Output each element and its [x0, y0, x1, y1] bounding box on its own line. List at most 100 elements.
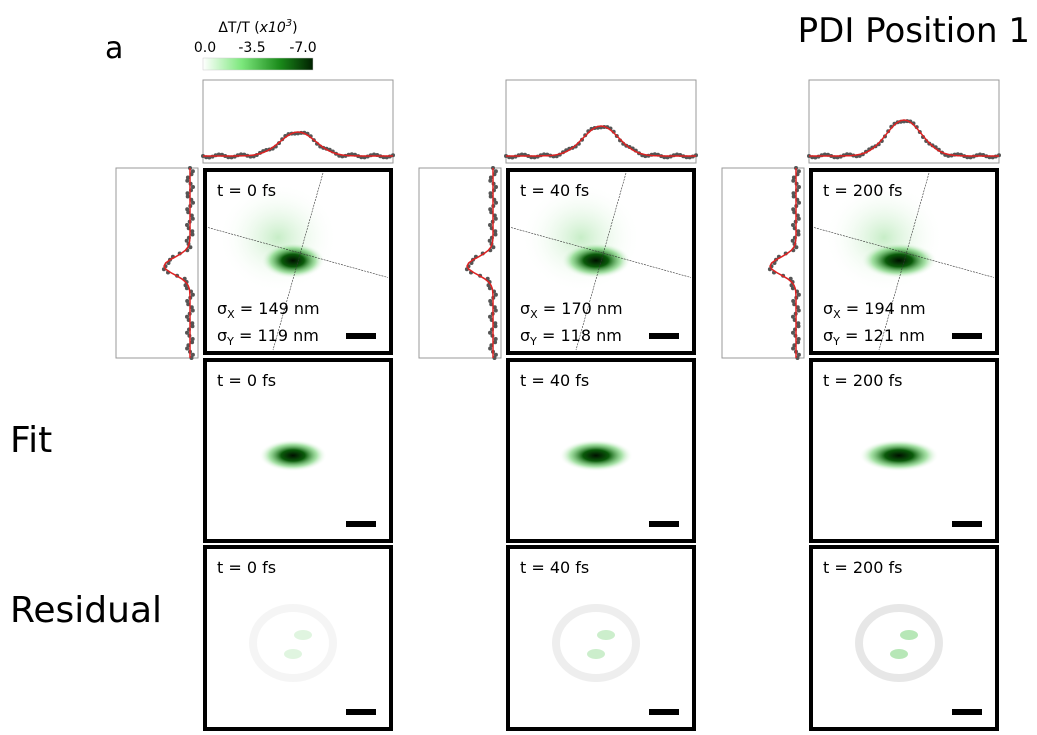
- profile-point: [185, 175, 190, 180]
- sigma-text: = 119 nm: [234, 326, 319, 345]
- time-label: t = 40 fs: [520, 181, 589, 200]
- profile-point: [791, 191, 796, 196]
- profile-point: [190, 216, 195, 221]
- profile-point: [791, 178, 796, 183]
- image-blob: [561, 242, 631, 279]
- scale-bar: [952, 521, 982, 527]
- profile-point: [189, 213, 194, 218]
- scale-bar: [952, 333, 982, 339]
- figure-title: PDI Position 1: [798, 11, 1030, 51]
- sigma-symbol: σ: [520, 326, 530, 345]
- profile-point: [493, 352, 498, 357]
- profile-point: [191, 200, 195, 205]
- profile-point: [796, 292, 801, 297]
- profile-point: [791, 175, 796, 180]
- row-label: Residual: [10, 590, 162, 631]
- profile-point: [796, 308, 801, 313]
- colorbar-tick-label: -7.0: [289, 40, 316, 56]
- profile-point: [493, 324, 498, 329]
- profile-point: [796, 324, 801, 329]
- profile-point: [492, 305, 497, 310]
- profile-frame: [721, 167, 805, 359]
- profile-point: [184, 238, 189, 243]
- residual-spot: [900, 630, 918, 640]
- colorbar-label-sup: 3: [286, 18, 292, 29]
- profile-point: [791, 299, 796, 303]
- scale-bar: [649, 333, 679, 339]
- profile-point: [491, 245, 496, 250]
- cut-line: [272, 172, 324, 351]
- profile-point: [190, 324, 195, 329]
- profile-fit: [466, 168, 494, 358]
- profile-point: [796, 352, 801, 357]
- row-label: Fit: [10, 420, 52, 461]
- profile-point: [493, 292, 498, 297]
- sigma-text: = 121 nm: [840, 326, 925, 345]
- profile-frame: [202, 79, 394, 164]
- colorbar-label-end: ): [292, 20, 297, 36]
- time-label: t = 200 fs: [823, 558, 902, 577]
- profile-point: [796, 169, 801, 174]
- sigma-sub: X: [833, 308, 841, 321]
- sigma-text: = 118 nm: [537, 326, 622, 345]
- profile-point: [185, 191, 190, 196]
- sigma-label: σY = 119 nm: [217, 326, 319, 348]
- profile-point: [488, 175, 493, 180]
- profile-point: [489, 302, 494, 307]
- residual-spot: [284, 649, 302, 659]
- profile-point: [487, 286, 492, 291]
- profile-point: [190, 229, 195, 234]
- image-panel: [809, 545, 999, 731]
- profile-point: [791, 330, 795, 335]
- scale-bar: [649, 521, 679, 527]
- profile-point: [790, 286, 795, 291]
- profile-point: [792, 210, 797, 215]
- sigma-text: = 194 nm: [841, 299, 926, 318]
- cut-line: [207, 227, 389, 278]
- profile-point: [488, 346, 493, 351]
- profile-point: [190, 232, 195, 237]
- profile-point: [185, 178, 190, 183]
- profile-point: [493, 229, 498, 234]
- residual-spot: [890, 649, 908, 659]
- profile-frame: [418, 167, 502, 359]
- profile-point: [493, 232, 498, 237]
- profile-point: [185, 194, 190, 199]
- sigma-symbol: σ: [823, 299, 833, 318]
- profile-point: [185, 314, 189, 319]
- profile-point: [796, 216, 801, 221]
- time-label: t = 200 fs: [823, 371, 902, 390]
- profile-point: [791, 346, 796, 351]
- time-label: t = 0 fs: [217, 181, 276, 200]
- sigma-label: σY = 121 nm: [823, 326, 925, 348]
- profile-point: [190, 308, 195, 313]
- image-blob: [559, 439, 633, 472]
- profile-point: [189, 305, 194, 310]
- profile-point: [791, 194, 796, 199]
- sigma-label: σX = 170 nm: [520, 299, 623, 321]
- residual-spot: [597, 630, 615, 640]
- cut-line: [510, 227, 692, 278]
- sigma-text: = 170 nm: [538, 299, 623, 318]
- profile-point: [493, 340, 498, 345]
- profile-frame: [505, 79, 697, 164]
- image-blob: [861, 242, 937, 279]
- profile-point: [186, 210, 191, 215]
- residual-ring: [249, 604, 337, 682]
- sigma-sub: X: [227, 308, 235, 321]
- scale-bar: [346, 709, 376, 715]
- time-label: t = 200 fs: [823, 181, 902, 200]
- sigma-symbol: σ: [823, 326, 833, 345]
- profile-point: [797, 200, 801, 205]
- profile-point: [190, 337, 195, 341]
- profile-point: [190, 169, 195, 174]
- profile-point: [190, 340, 195, 345]
- colorbar-tick-label: 0.0: [194, 40, 216, 56]
- profile-point: [796, 321, 801, 326]
- profile-point: [188, 245, 193, 250]
- cut-line: [575, 172, 627, 351]
- profile-frame: [115, 167, 199, 359]
- profile-point: [185, 207, 190, 212]
- profile-point: [796, 229, 801, 234]
